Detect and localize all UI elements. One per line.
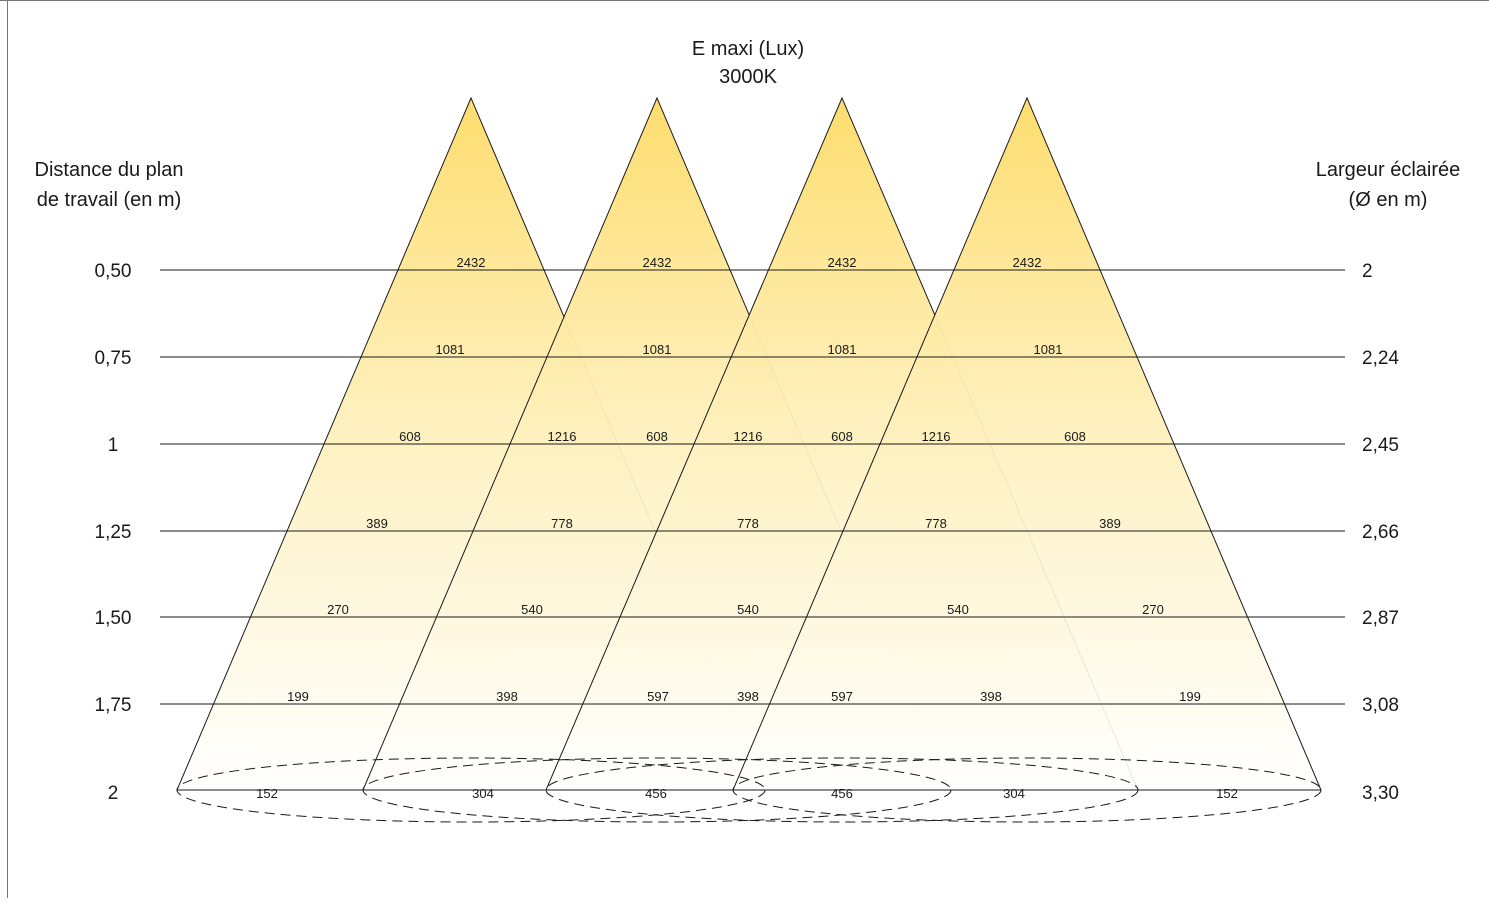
width-axis-label-line1: Largeur éclairée: [1316, 159, 1461, 181]
footprint-ellipse: [176, 757, 766, 823]
lux-value: 398: [496, 689, 518, 704]
footprint-ellipse: [732, 757, 1322, 823]
footprint-ellipses: [176, 757, 1322, 823]
lux-value: 778: [551, 516, 573, 531]
lux-value: 152: [1216, 786, 1238, 801]
lux-value: 608: [646, 429, 668, 444]
lux-value: 389: [1099, 516, 1121, 531]
lux-value: 1081: [1034, 342, 1063, 357]
lux-value: 540: [521, 602, 543, 617]
width-label: 3,08: [1362, 695, 1399, 716]
lux-value: 398: [980, 689, 1002, 704]
lux-value: 1081: [643, 342, 672, 357]
lux-value: 1216: [922, 429, 951, 444]
distance-label: 2: [108, 783, 119, 804]
lux-value: 2432: [457, 255, 486, 270]
distance-axis-label-line2: de travail (en m): [37, 189, 182, 211]
lux-value: 1081: [436, 342, 465, 357]
lux-value: 270: [327, 602, 349, 617]
lux-value: 304: [472, 786, 494, 801]
lux-value: 389: [366, 516, 388, 531]
lux-value: 152: [256, 786, 278, 801]
width-label: 2: [1362, 261, 1373, 282]
lux-value: 199: [1179, 689, 1201, 704]
lux-value: 398: [737, 689, 759, 704]
lux-value: 1081: [828, 342, 857, 357]
footprint-ellipse: [545, 757, 1139, 823]
lux-value: 608: [399, 429, 421, 444]
distance-label: 1,25: [95, 522, 132, 543]
footprint-ellipse: [362, 757, 952, 823]
width-label: 2,24: [1362, 348, 1399, 369]
lux-value: 199: [287, 689, 309, 704]
distance-label: 1,50: [95, 608, 132, 629]
chart-title-line2: 3000K: [719, 66, 777, 88]
lux-value: 597: [647, 689, 669, 704]
lux-value: 608: [831, 429, 853, 444]
distance-label: 1: [108, 435, 119, 456]
lux-value: 456: [831, 786, 853, 801]
lux-value: 608: [1064, 429, 1086, 444]
distance-rules: [160, 269, 1345, 705]
lux-value: 2432: [1013, 255, 1042, 270]
distance-label: 1,75: [95, 695, 132, 716]
illuminance-values: 2432 2432 2432 2432 1081 1081 1081 1081 608 1216 6…: [256, 255, 1238, 801]
width-label: 3,30: [1362, 783, 1399, 804]
lux-value: 778: [925, 516, 947, 531]
lux-value: 1216: [548, 429, 577, 444]
distance-label: 0,75: [95, 348, 132, 369]
width-label: 2,66: [1362, 522, 1399, 543]
lux-value: 778: [737, 516, 759, 531]
distance-label: 0,50: [95, 261, 132, 282]
lux-value: 2432: [643, 255, 672, 270]
lux-value: 1216: [734, 429, 763, 444]
width-label: 2,45: [1362, 435, 1399, 456]
width-label: 2,87: [1362, 608, 1399, 629]
lux-value: 2432: [828, 255, 857, 270]
axis-labels: 0,50 0,75 1 1,25 1,50 1,75 2 2 2,24 2,45 2,66 2,87 3…: [95, 261, 1400, 804]
lux-value: 540: [947, 602, 969, 617]
lux-value: 270: [1142, 602, 1164, 617]
lux-value: 304: [1003, 786, 1025, 801]
lux-value: 597: [831, 689, 853, 704]
chart-title-line1: E maxi (Lux): [692, 38, 804, 60]
lux-value: 456: [645, 786, 667, 801]
distance-axis-label-line1: Distance du plan: [35, 159, 184, 181]
lux-value: 540: [737, 602, 759, 617]
width-axis-label-line2: (Ø en m): [1349, 189, 1428, 211]
